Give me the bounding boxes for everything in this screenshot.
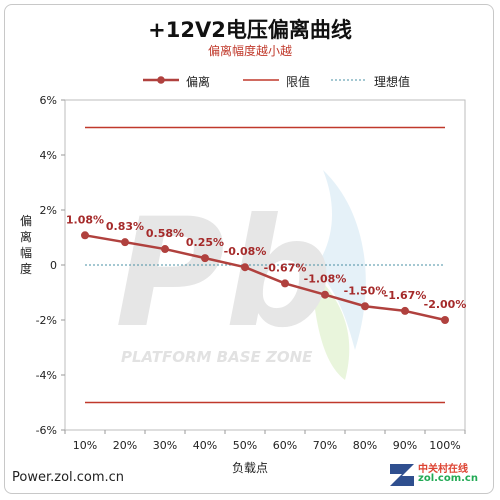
x-tick-label: 60% xyxy=(273,439,297,452)
data-point xyxy=(81,231,89,240)
legend-label-limit: 限值 xyxy=(286,75,311,89)
reference-lines xyxy=(85,126,445,404)
y-tick-label: 4% xyxy=(40,149,57,162)
series-line xyxy=(84,234,446,322)
data-point xyxy=(201,254,209,263)
data-point xyxy=(361,302,369,311)
zol-logo-icon xyxy=(390,464,414,486)
brand-logo: 中关村在线 zol.com.cn xyxy=(388,458,488,492)
data-label: -1.50% xyxy=(344,284,387,297)
x-axis: 10% 20% 30% 40% 50% 60% 70% 80% 90% 100% xyxy=(64,430,466,452)
brand-url: zol.com.cn xyxy=(418,473,478,484)
x-tick-label: 70% xyxy=(313,439,337,452)
x-axis-title: 负载点 xyxy=(231,461,268,475)
x-tick-label: 80% xyxy=(353,439,377,452)
data-label: -1.67% xyxy=(384,289,427,302)
y-tick-label: -4% xyxy=(36,369,57,382)
legend-label-deviation: 偏离 xyxy=(186,75,211,89)
x-tick-label: 100% xyxy=(429,439,460,452)
legend-item-limit: 限值 xyxy=(240,70,330,90)
data-point xyxy=(321,290,329,299)
data-point xyxy=(401,306,409,315)
data-label: 0.83% xyxy=(106,220,144,233)
data-point xyxy=(241,263,249,272)
y-axis-title: 偏离幅度 xyxy=(19,214,32,276)
data-label: -0.67% xyxy=(264,261,307,274)
data-label: 0.58% xyxy=(146,227,184,240)
legend-line-ideal-icon xyxy=(331,79,367,81)
data-label: 0.25% xyxy=(186,236,224,249)
data-label: -1.08% xyxy=(304,273,347,286)
data-point xyxy=(441,316,449,324)
x-tick-label: 40% xyxy=(193,439,217,452)
y-tick-label: -6% xyxy=(36,424,57,437)
y-tick-label: 0 xyxy=(50,259,57,272)
x-tick-label: 20% xyxy=(113,439,137,452)
legend: 偏离 限值 理想值 xyxy=(140,70,430,90)
legend-item-ideal: 理想值 xyxy=(328,70,428,90)
data-label: 1.08% xyxy=(66,213,104,226)
x-tick-label: 50% xyxy=(233,439,257,452)
data-point xyxy=(281,279,289,288)
y-tick-label: 6% xyxy=(40,94,57,107)
x-tick-label: 30% xyxy=(153,439,177,452)
legend-item-deviation: 偏离 xyxy=(140,70,230,90)
data-label: -2.00% xyxy=(424,298,467,311)
data-label: -0.08% xyxy=(224,245,267,258)
data-point xyxy=(161,245,169,254)
chart-subtitle: 偏离幅度越小越 xyxy=(207,44,292,58)
y-axis: 6% 4% 2% 0 -2% -4% -6% xyxy=(36,94,65,437)
x-tick-label: 90% xyxy=(393,439,417,452)
legend-label-ideal: 理想值 xyxy=(374,75,411,89)
data-point xyxy=(121,238,129,247)
footer-site: Power.zol.com.cn xyxy=(12,470,125,485)
x-tick-label: 10% xyxy=(73,439,97,452)
y-tick-label: -2% xyxy=(36,314,57,327)
chart-frame xyxy=(4,4,494,494)
legend-line-deviation-icon xyxy=(143,76,179,84)
chart-title: +12V2电压偏离曲线 xyxy=(148,18,352,42)
legend-line-limit-icon xyxy=(243,79,279,81)
data-labels: 1.08%0.83%0.58%0.25%-0.08%-0.67%-1.08%-1… xyxy=(66,213,466,311)
brand-name: 中关村在线 xyxy=(418,464,468,475)
y-tick-label: 2% xyxy=(40,204,57,217)
series-deviation xyxy=(81,231,449,324)
